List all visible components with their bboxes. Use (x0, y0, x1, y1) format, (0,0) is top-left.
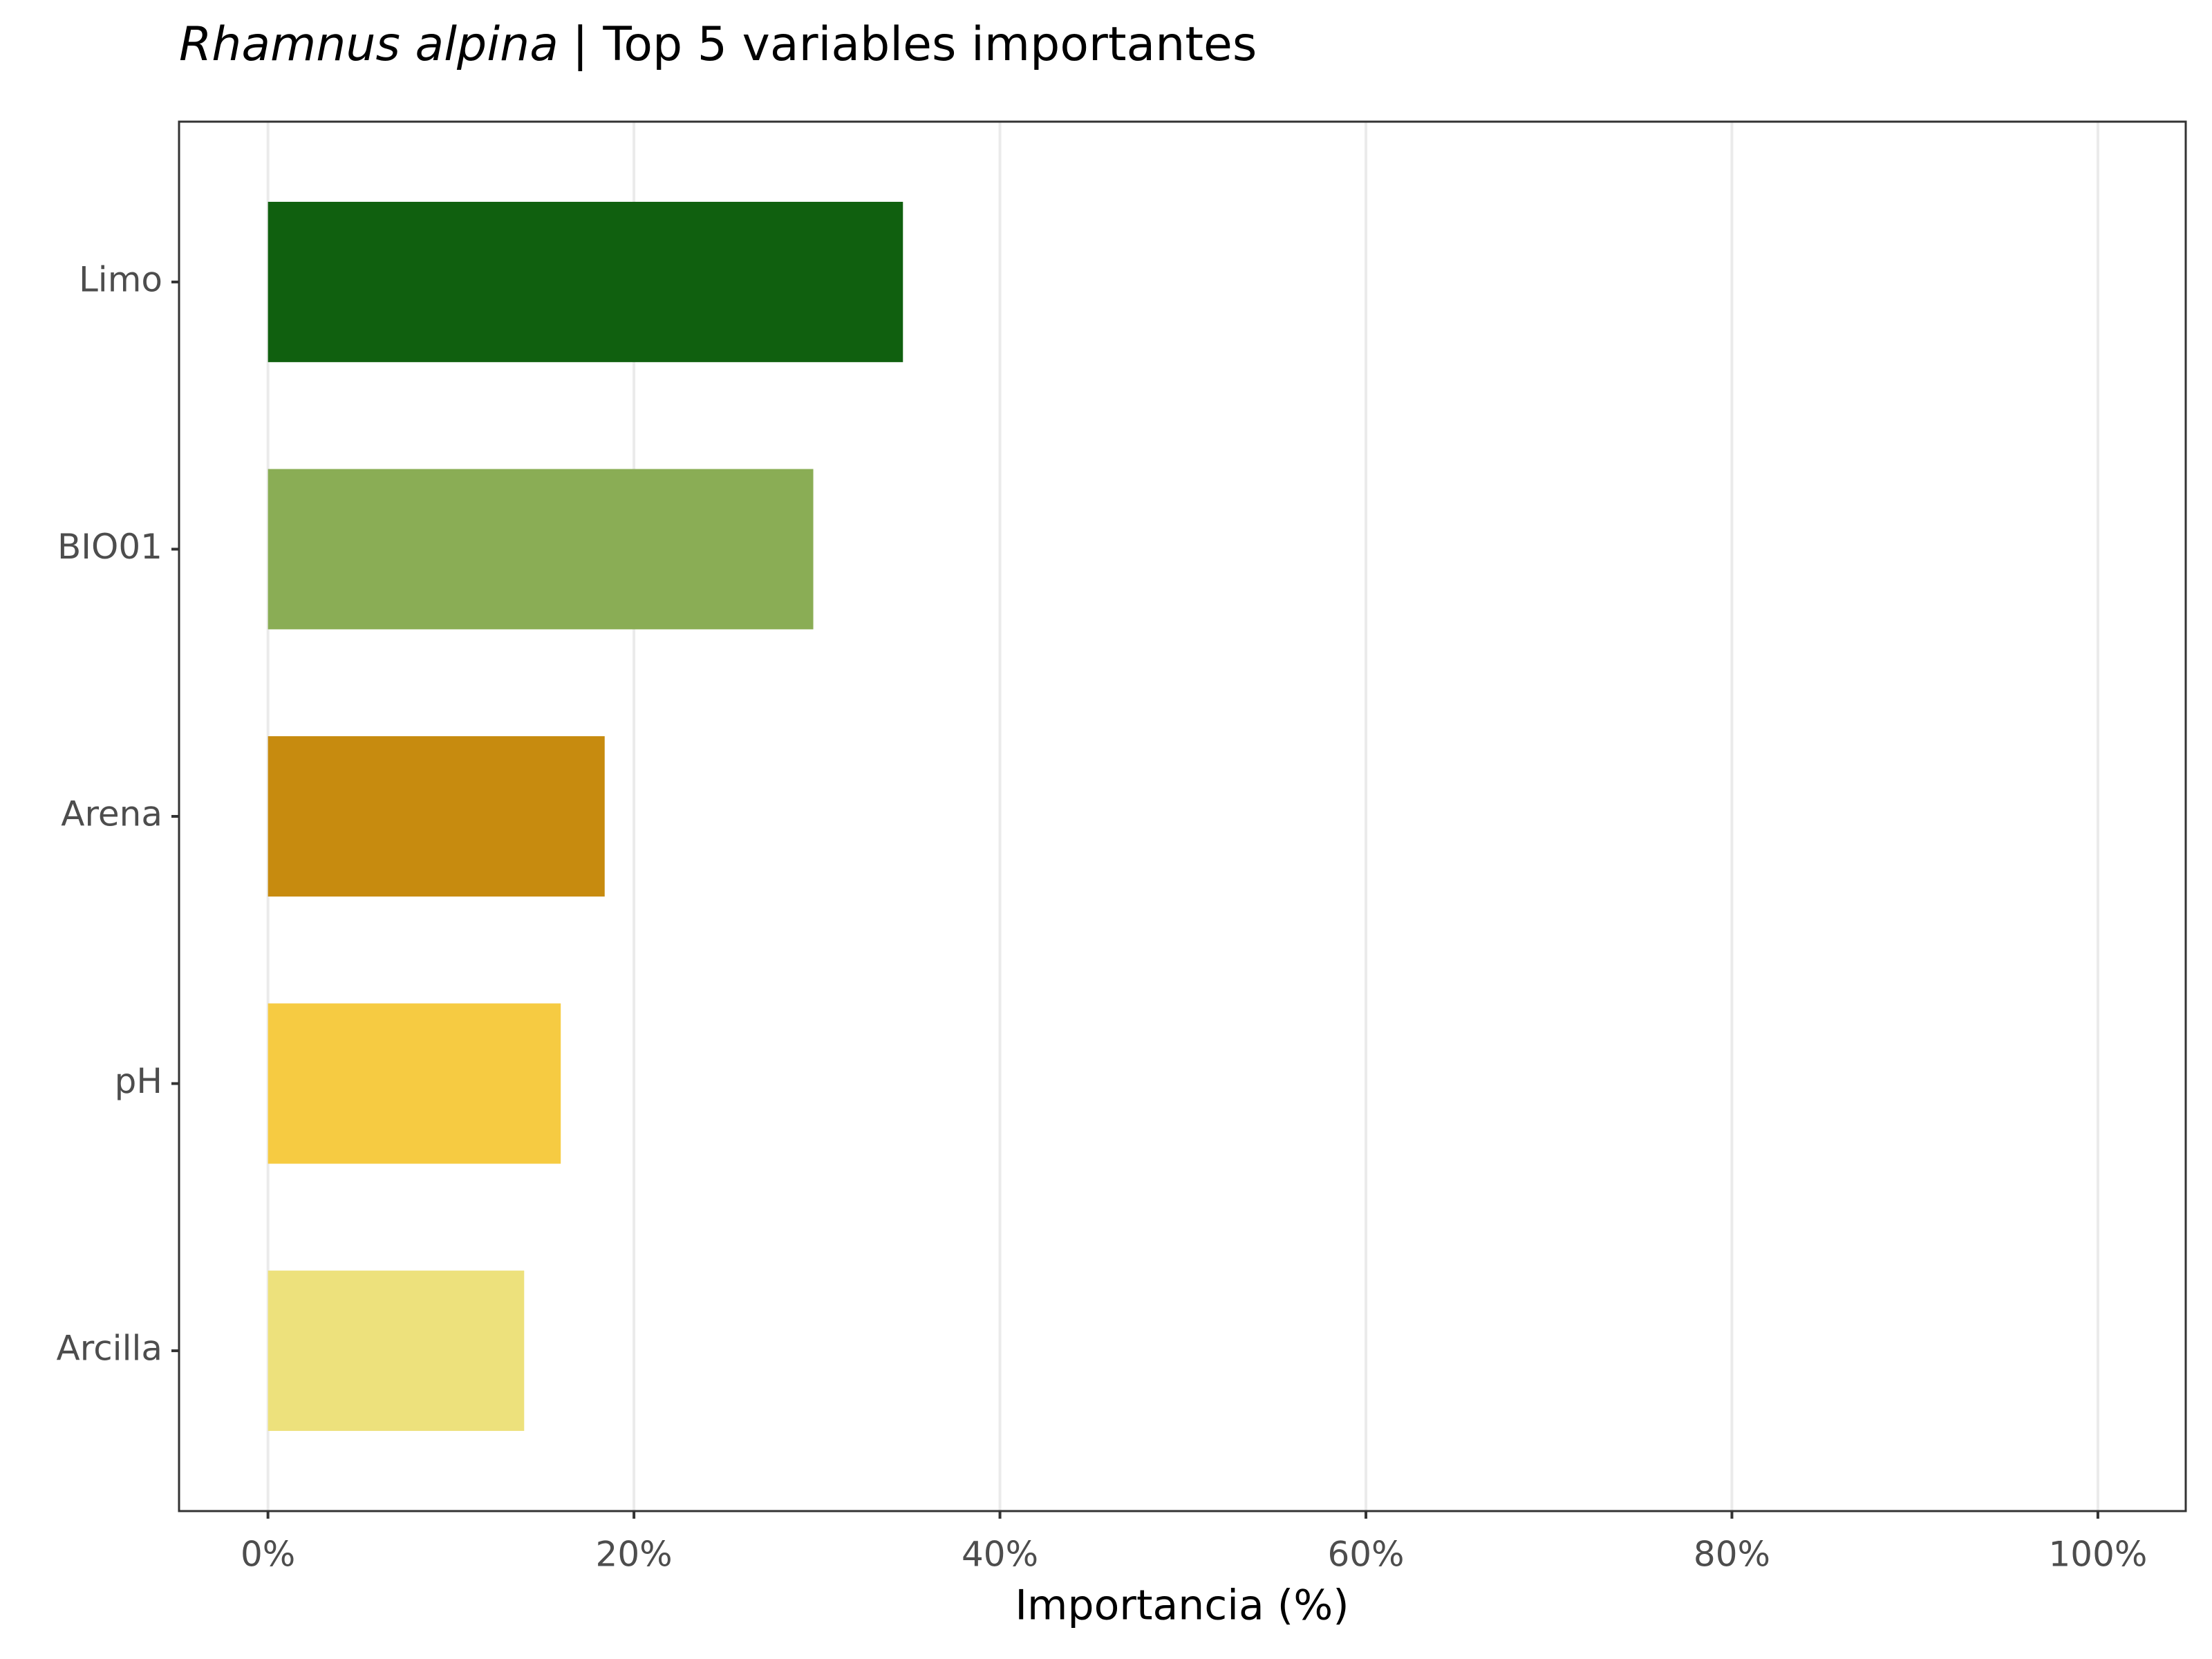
bar (268, 201, 903, 362)
bar (268, 1003, 561, 1164)
bar (268, 469, 814, 630)
x-tick-label: 80% (1694, 1535, 1770, 1575)
panel-border (178, 120, 2187, 1512)
chart-title: Rhamnus alpina | Top 5 variables importan… (179, 17, 1257, 72)
y-tick-label: Arcilla (57, 1329, 162, 1369)
x-tick-label: 0% (241, 1535, 295, 1575)
y-tick-label: pH (115, 1061, 162, 1101)
x-axis-title: Importancia (%) (1015, 1582, 1349, 1630)
y-tick-label: Arena (61, 794, 162, 834)
x-tick-label: 100% (2048, 1535, 2147, 1575)
bar (268, 736, 605, 897)
title-text: | Top 5 variables importantes (572, 17, 1257, 72)
y-tick-label: Limo (79, 259, 162, 299)
title-species: Rhamnus alpina (179, 17, 559, 72)
x-tick-label: 40% (962, 1535, 1038, 1575)
x-tick-label: 60% (1327, 1535, 1404, 1575)
bar (268, 1271, 525, 1432)
x-tick-label: 20% (596, 1535, 673, 1575)
y-tick-label: BIO01 (57, 527, 162, 567)
